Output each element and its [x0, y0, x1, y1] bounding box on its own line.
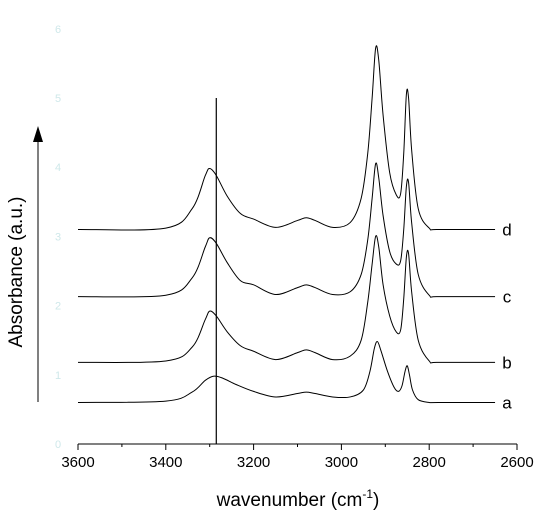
- series-label-b: b: [502, 353, 511, 372]
- faint-y-label-3: 3: [55, 231, 61, 243]
- y-axis-title: Absorbance (a.u.): [6, 196, 27, 347]
- series-label-d: d: [502, 220, 511, 239]
- x-tick-label-3400: 3400: [149, 454, 182, 471]
- x-tick-label-3200: 3200: [237, 454, 270, 471]
- x-tick-label-3600: 3600: [61, 454, 94, 471]
- spectrum-d: [77, 45, 496, 231]
- series-label-a: a: [502, 393, 512, 412]
- faint-y-label-4: 4: [55, 162, 61, 174]
- faint-y-label-0: 0: [55, 439, 61, 451]
- y-axis-arrow: [33, 126, 43, 402]
- series-labels: a b c d: [502, 220, 512, 412]
- x-axis: 3600 3400 3200 3000 2800 2600: [61, 443, 534, 471]
- faint-y-label-6: 6: [55, 24, 61, 36]
- x-tick-label-3000: 3000: [325, 454, 358, 471]
- faint-y-label-1: 1: [55, 370, 61, 382]
- faint-y-labels: 0 1 2 3 4 5 6: [55, 24, 61, 451]
- series-label-c: c: [503, 288, 512, 307]
- spectra-group: [77, 45, 496, 404]
- spectrum-a: [77, 341, 496, 404]
- faint-y-label-5: 5: [55, 93, 61, 105]
- faint-y-label-2: 2: [55, 301, 61, 313]
- x-axis-title-close: ): [373, 490, 379, 511]
- x-axis-title-superscript: -1: [362, 487, 373, 501]
- spectrum-b: [77, 235, 496, 364]
- x-tick-label-2600: 2600: [500, 454, 533, 471]
- x-axis-title-main: wavenumber (cm: [216, 490, 363, 511]
- spectrum-c: [77, 162, 496, 298]
- x-axis-title: wavenumber (cm-1): [216, 487, 380, 511]
- x-tick-label-2800: 2800: [413, 454, 446, 471]
